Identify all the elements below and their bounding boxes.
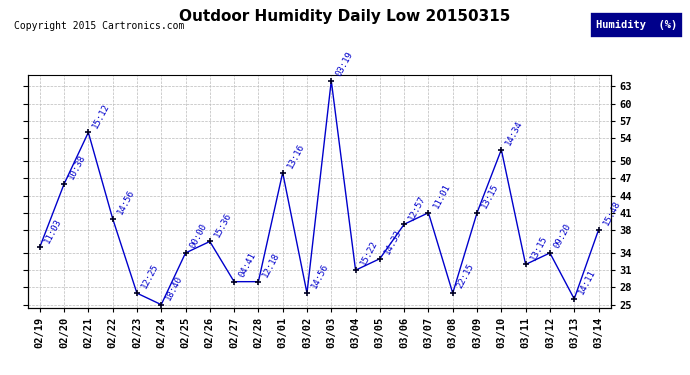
Text: 12:57: 12:57 <box>407 194 428 222</box>
Text: 11:01: 11:01 <box>431 182 452 210</box>
Text: 12:18: 12:18 <box>262 251 282 279</box>
Text: 15:48: 15:48 <box>601 199 622 227</box>
Text: 14:56: 14:56 <box>310 262 331 290</box>
Text: 14:33: 14:33 <box>383 228 403 256</box>
Text: 04:41: 04:41 <box>237 251 257 279</box>
Text: 15:36: 15:36 <box>213 211 233 239</box>
Text: Outdoor Humidity Daily Low 20150315: Outdoor Humidity Daily Low 20150315 <box>179 9 511 24</box>
Text: 13:15: 13:15 <box>529 234 549 262</box>
Text: 14:34: 14:34 <box>504 119 524 147</box>
Text: 11:03: 11:03 <box>43 216 63 244</box>
Text: Humidity  (%): Humidity (%) <box>596 20 677 30</box>
Text: 12:25: 12:25 <box>139 262 160 290</box>
Text: 13:16: 13:16 <box>286 142 306 170</box>
Text: 18:40: 18:40 <box>164 274 184 302</box>
Text: Copyright 2015 Cartronics.com: Copyright 2015 Cartronics.com <box>14 21 184 31</box>
Text: 00:00: 00:00 <box>188 222 209 250</box>
Text: 14:56: 14:56 <box>115 188 136 216</box>
Text: 13:15: 13:15 <box>480 182 500 210</box>
Text: 03:19: 03:19 <box>334 50 355 78</box>
Text: 10:38: 10:38 <box>67 153 88 181</box>
Text: 14:11: 14:11 <box>577 268 598 296</box>
Text: 15:22: 15:22 <box>358 240 379 267</box>
Text: 22:15: 22:15 <box>455 262 476 290</box>
Text: 09:20: 09:20 <box>553 222 573 250</box>
Text: 15:12: 15:12 <box>91 102 112 130</box>
